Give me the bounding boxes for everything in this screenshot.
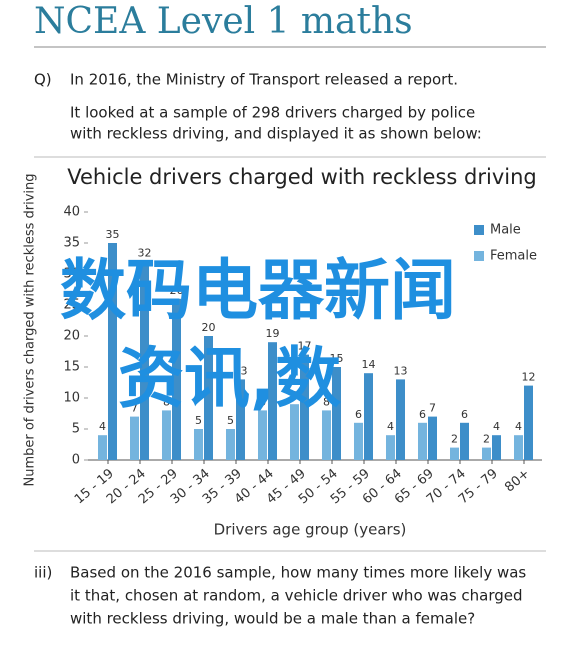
bar [428,416,437,460]
value-label: 4 [515,420,522,433]
value-label: 6 [461,408,468,421]
value-label: 7 [429,402,436,415]
legend-label: Male [490,223,521,238]
bar [300,354,309,460]
value-label: 9 [291,389,298,402]
bar [354,422,363,460]
bar [290,404,299,460]
bar [204,336,213,460]
question-text: with reckless driving, would be a male t… [70,610,475,628]
bar [460,422,469,460]
y-tick-label: 25 [63,298,80,313]
y-tick-label: 20 [63,329,80,344]
value-label: 35 [106,228,120,241]
value-label: 13 [234,364,248,377]
bar [332,367,341,460]
y-tick-label: 30 [63,267,80,282]
bar [98,435,107,460]
question-label: iii) [34,564,52,582]
value-label: 20 [202,321,216,334]
y-tick-label: 40 [63,205,80,220]
x-axis-label: Drivers age group (years) [214,521,407,539]
y-tick-label: 10 [63,391,80,406]
bar [162,410,171,460]
value-label: 8 [163,395,170,408]
value-label: 15 [330,352,344,365]
y-axis-label: Number of drivers charged with reckless … [23,173,38,486]
bar [364,373,373,460]
page-title: NCEA Level 1 maths [34,1,413,42]
question-text: with reckless driving, and displayed it … [70,125,482,143]
value-label: 13 [394,364,408,377]
bar [172,298,181,460]
y-tick-label: 35 [63,236,80,251]
bar [226,429,235,460]
bar [450,447,459,460]
value-label: 12 [522,371,536,384]
question-text: Based on the 2016 sample, how many times… [70,564,526,582]
bar [482,447,491,460]
value-label: 4 [493,420,500,433]
bar [322,410,331,460]
value-label: 32 [138,247,152,260]
value-label: 4 [99,420,106,433]
value-label: 14 [362,358,376,371]
watermark: 数码电器新闻 [60,252,456,329]
value-label: 19 [266,327,280,340]
value-label: 7 [131,402,138,415]
legend-swatch [474,251,484,261]
question-label: Q) [34,71,52,89]
value-label: 5 [195,414,202,427]
value-label: 5 [227,414,234,427]
value-label: 8 [323,395,330,408]
value-label: 4 [387,420,394,433]
bar [524,385,533,460]
question-text: It looked at a sample of 298 drivers cha… [70,104,475,122]
bar [386,435,395,460]
value-label: 2 [451,433,458,446]
legend-swatch [474,225,484,235]
value-label: 8 [259,395,266,408]
bar [418,422,427,460]
value-label: 2 [483,433,490,446]
bar [140,261,149,460]
bar [514,435,523,460]
bar [258,410,267,460]
y-tick-label: 5 [72,422,80,437]
bar [236,379,245,460]
legend-label: Female [490,249,537,264]
question-text: In 2016, the Ministry of Transport relea… [70,71,458,89]
bar [268,342,277,460]
y-tick-label: 15 [63,360,80,375]
bar [194,429,203,460]
question-text: it that, chosen at random, a vehicle dri… [70,587,523,605]
y-tick-label: 0 [72,453,80,468]
value-label: 6 [419,408,426,421]
x-tick-label: 80+ [502,466,533,495]
chart-title: Vehicle drivers charged with reckless dr… [67,165,536,189]
bar [396,379,405,460]
watermark: 资讯,数 [118,340,341,417]
bar [108,243,117,460]
bar [130,416,139,460]
bar [492,435,501,460]
value-label: 6 [355,408,362,421]
value-label: 17 [298,340,312,353]
value-label: 26 [170,284,184,297]
